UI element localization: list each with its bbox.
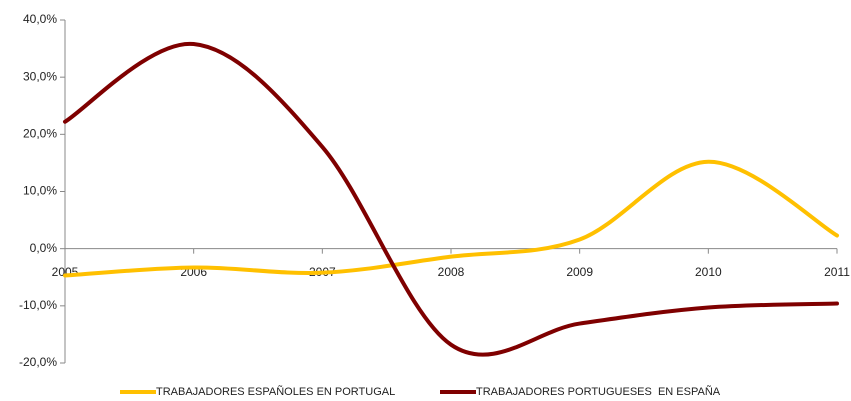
y-tick-label: 20,0%	[23, 127, 57, 141]
legend-text: TRABAJADORES ESPAÑOLES EN PORTUGAL	[156, 385, 395, 398]
y-tick-label: 30,0%	[23, 69, 57, 83]
y-tick-label: 0,0%	[30, 241, 58, 255]
series-line	[63, 159, 839, 278]
x-tick-label: 2008	[438, 265, 465, 279]
x-tick-label: 2009	[566, 265, 593, 279]
y-tick-label: 10,0%	[23, 184, 57, 198]
legend-text: TRABAJADORES PORTUGUESES EN ESPAÑA	[476, 385, 721, 398]
y-tick-label: -20,0%	[19, 355, 57, 369]
x-tick-label: 2010	[695, 265, 722, 279]
x-tick-label: 2011	[824, 265, 850, 279]
series-line	[63, 41, 839, 357]
y-tick-label: -10,0%	[19, 298, 57, 312]
y-tick-label: 40,0%	[23, 12, 57, 26]
